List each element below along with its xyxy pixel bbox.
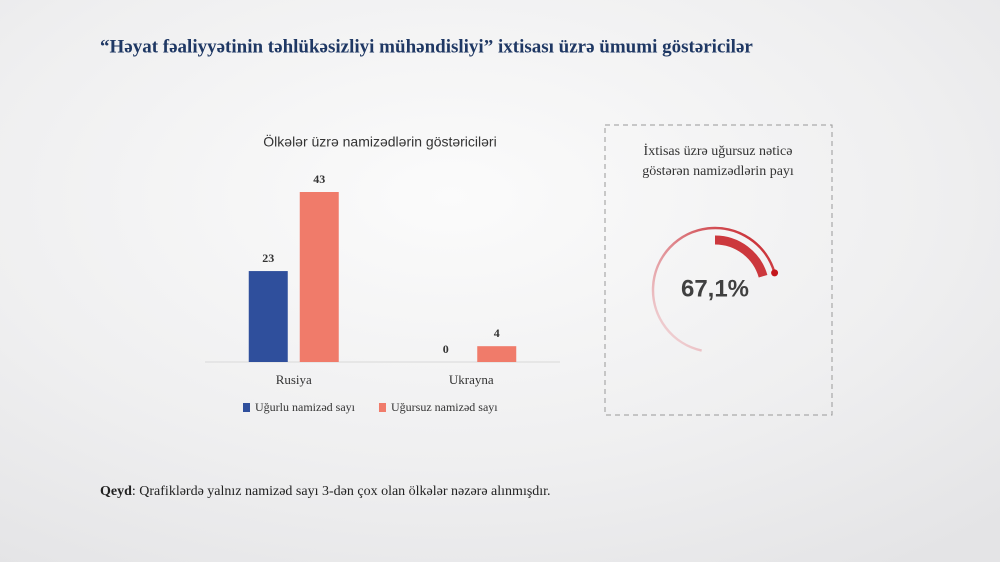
x-tick-label: Rusiya [276, 372, 312, 387]
gauge-value: 67,1% [681, 275, 749, 302]
data-label: 43 [313, 172, 325, 186]
data-label: 0 [443, 342, 449, 356]
data-label: 4 [494, 326, 500, 340]
bar [299, 192, 339, 362]
data-label: 23 [262, 251, 274, 265]
x-tick-label: Ukrayna [449, 372, 494, 387]
legend-label: Uğursuz namizəd sayı [391, 400, 498, 414]
legend-label: Uğurlu namizəd sayı [255, 400, 356, 414]
gauge-box [604, 124, 833, 416]
bar-title: Ölkələr üzrə namizədlərin göstəriciləri [263, 133, 496, 150]
bar [248, 271, 288, 362]
gauge-end-dot [771, 269, 779, 277]
note-label: Qeyd [100, 484, 132, 499]
legend-swatch [378, 403, 386, 412]
legend-swatch [243, 403, 250, 412]
note-text: : Qrafiklərdə yalnız namizəd sayı 3-dən … [132, 484, 551, 499]
gauge-title: İxtisas üzrə uğursuz nəticə göstərən nami… [642, 143, 794, 179]
note: Qeyd: Qrafiklərdə yalnız namizəd sayı 3-… [100, 484, 551, 499]
gauge-arc [651, 226, 776, 352]
bar [477, 346, 517, 362]
gauge-arc-inner [714, 235, 768, 278]
slide-title: “Həyat fəaliyyətinin təhlükəsizliyi mühə… [100, 36, 753, 57]
